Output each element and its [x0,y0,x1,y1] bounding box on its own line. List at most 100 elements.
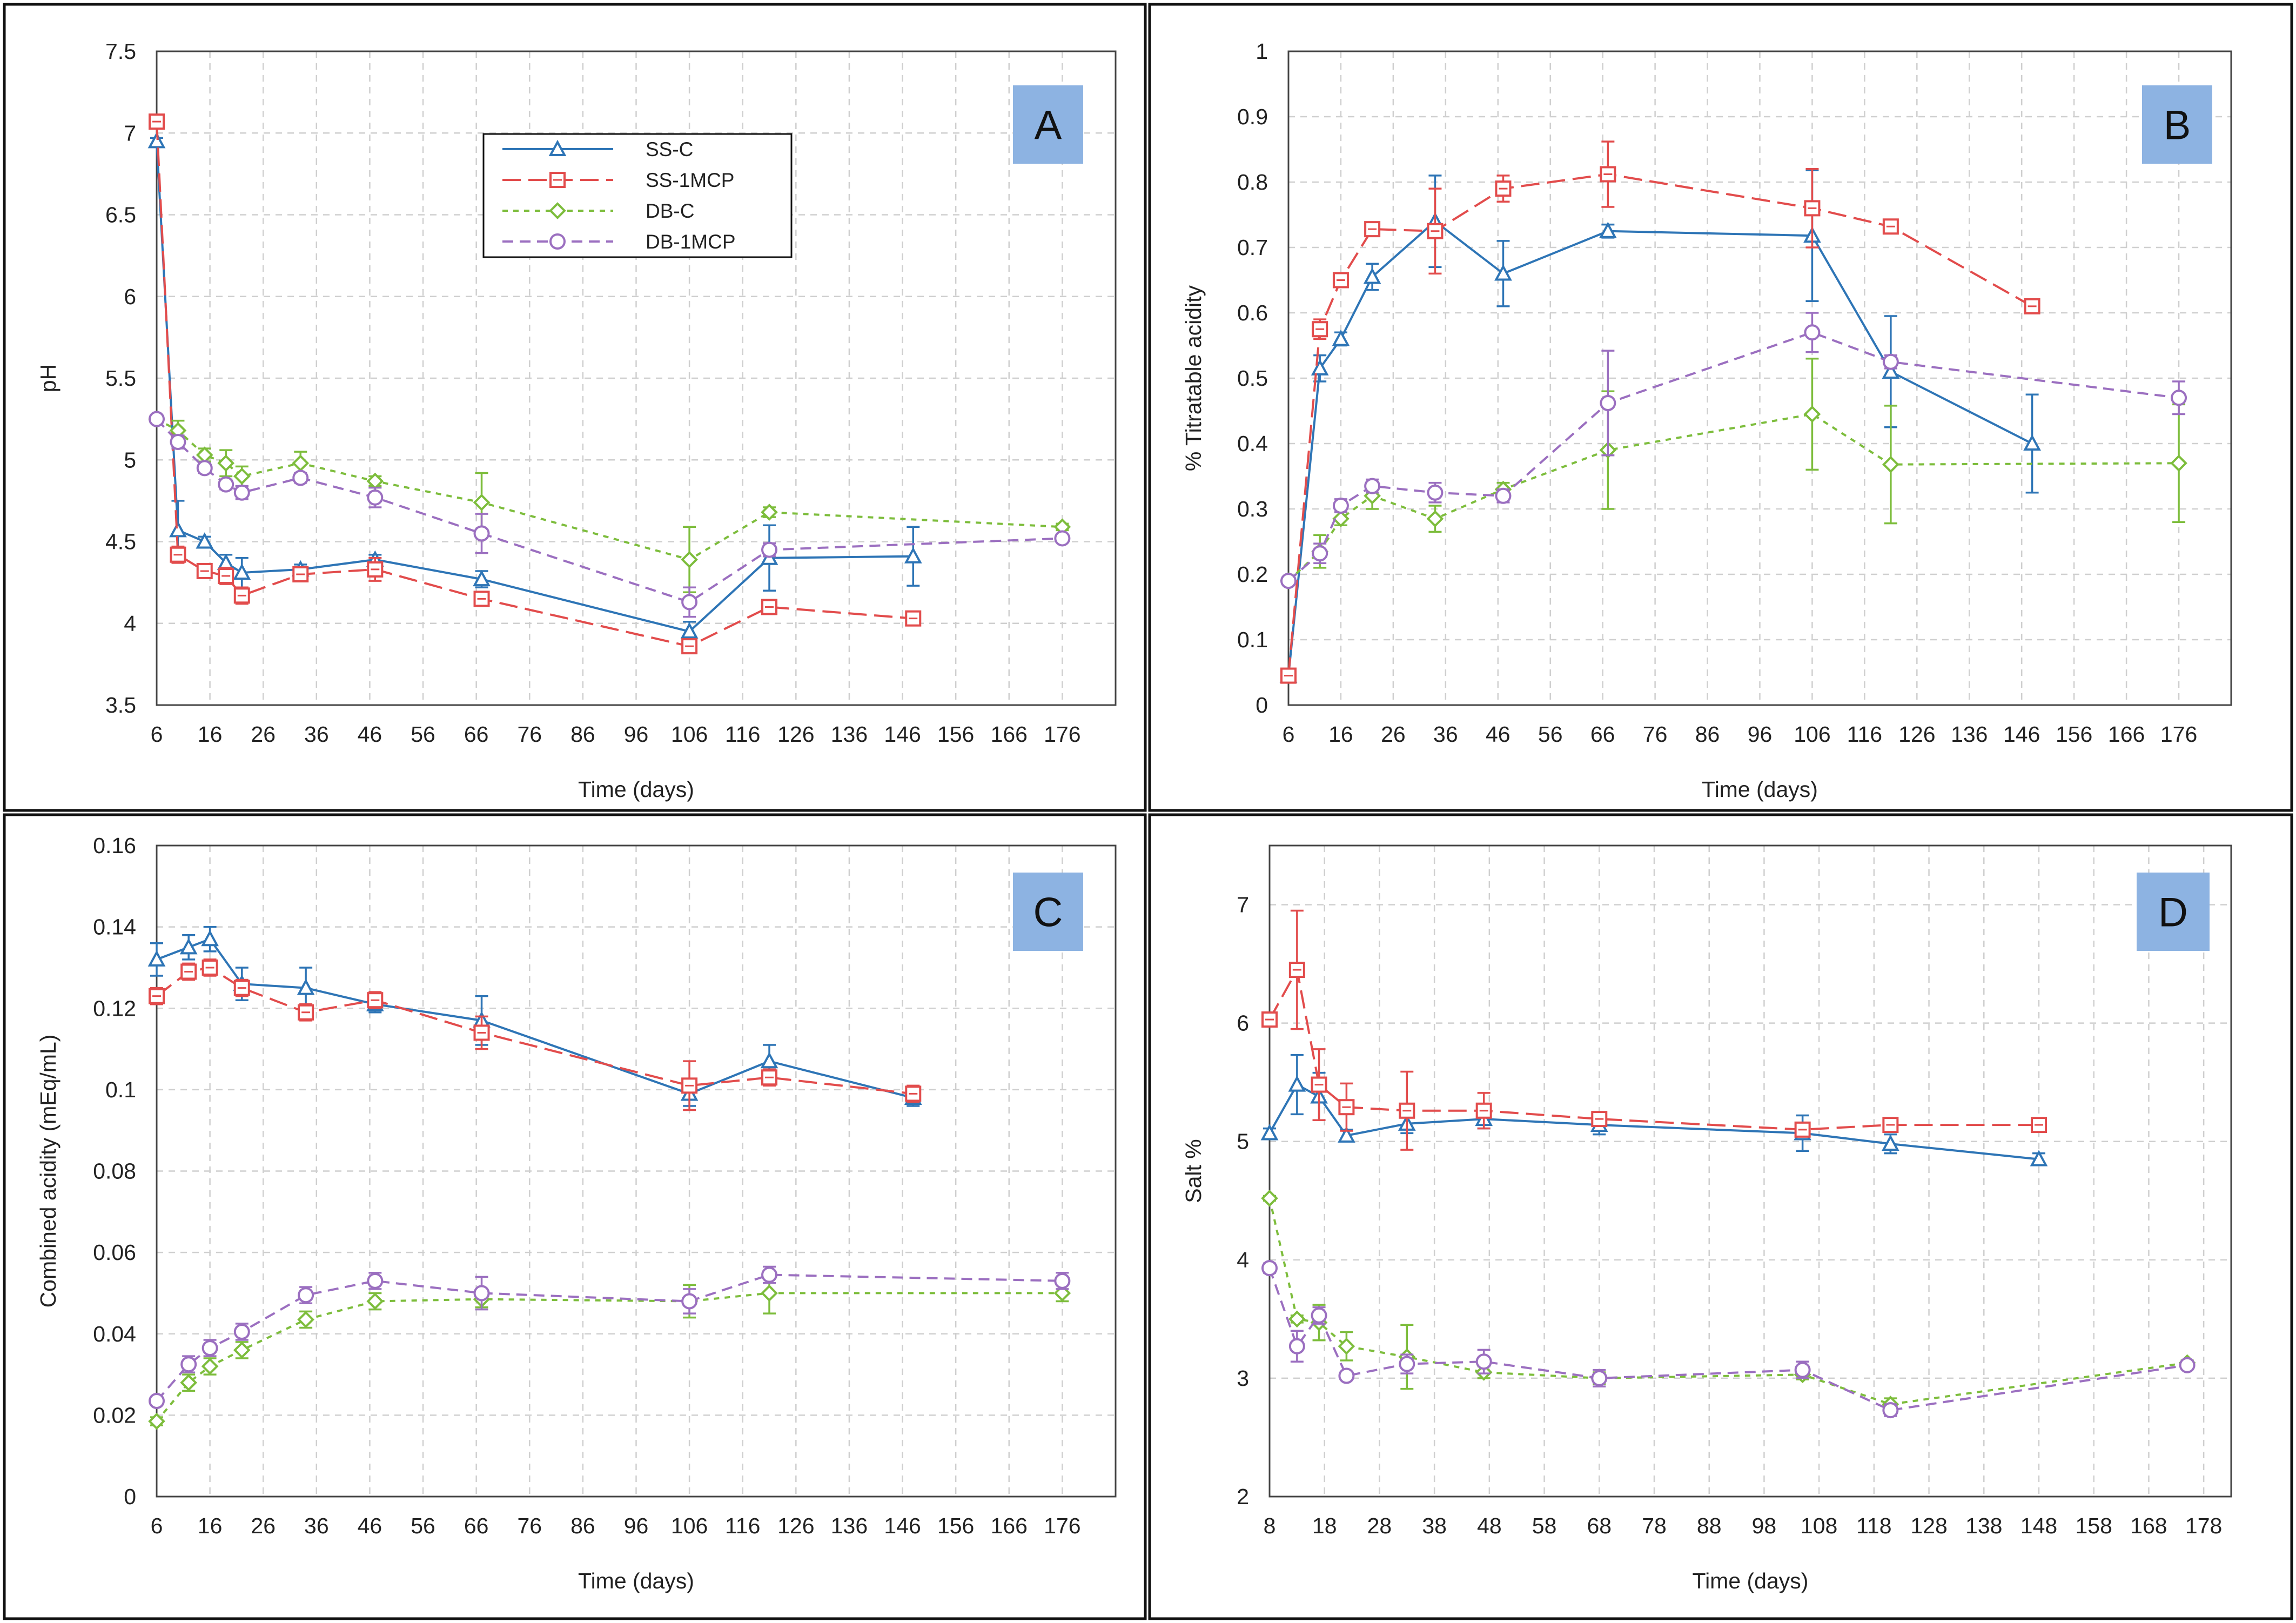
panel-c-plot-area [156,844,1117,1498]
panel-d-db-1mcp-point [2179,1357,2196,1373]
panel-c-ss-1mcp-line [156,966,914,1095]
panel-b-xtick-label: 56 [1538,722,1563,747]
panel-b-ss-c-point [1882,362,1900,379]
panel-d-db-1mcp-point [1261,1260,1278,1277]
panel-c-db-1mcp-point [298,1287,314,1304]
panel-a-ytick-label: 5.5 [105,366,136,391]
panel-c-xtick-label: 16 [198,1513,223,1538]
panel-b-xtick-label: 46 [1486,722,1510,747]
panel-c-frame [3,813,1147,1620]
panel-d-letter-box [2137,873,2210,951]
panel-c-db-1mcp-point [473,1285,490,1302]
panel-d-db-1mcp-point [1882,1402,1899,1419]
panel-c-letter: C [1033,890,1063,936]
panel-b-letter-box [2142,85,2212,164]
panel-a-db-1mcp-point [233,484,250,501]
legend-ss-1mcp-label: SS-1MCP [646,169,734,191]
panel-d-xtick-label: 8 [1264,1513,1276,1538]
panel-b-db-1mcp-point [1495,487,1512,504]
panel-c-db-1mcp-point [202,1340,218,1357]
panel-a-frame [3,3,1147,812]
panel-c-ss-c-point [147,950,166,967]
legend-db-c-label: DB-C [646,200,694,222]
panel-c-xtick-label: 116 [725,1513,760,1538]
panel-d-xtick-label: 108 [1801,1513,1837,1538]
panel-c-ss-1mcp-point [202,959,218,976]
panel-a-xtick-label: 86 [570,722,595,747]
panel-b-xtick-label: 26 [1381,722,1406,747]
panel-b-plot-area [1287,50,2232,706]
panel-a-xtick-label: 6 [151,722,163,747]
panel-b-ss-1mcp-point [1332,272,1349,289]
legend-ss-c-marker [548,139,567,157]
panel-d-y-axis-label: Salt % [1181,1139,1206,1203]
panel-a-ytick-label: 5 [124,447,136,472]
panel-a-ytick-label: 7 [124,120,136,145]
panel-a-ss-c-point [196,532,214,549]
panel-b-xtick-label: 176 [2160,722,2197,747]
panel-b-ytick-label: 0.7 [1237,235,1268,260]
panel-d-ss-1mcp-line [1268,967,2039,1131]
panel-c-db-c-point [148,1412,165,1430]
panel-c-ytick-label: 0.14 [93,915,136,940]
panel-a-xtick-label: 176 [1044,722,1080,747]
panel-a-xtick-label: 16 [198,722,223,747]
panel-c-xtick-label: 106 [671,1513,708,1538]
panel-a-series-ss-1mcp [149,113,922,655]
panel-c-xtick-label: 96 [624,1513,649,1538]
panel-a-db-c-point [761,504,778,521]
panel-d-ytick-label: 6 [1237,1011,1249,1036]
panel-d-xtick-label: 88 [1697,1513,1722,1538]
panel-a-db-c-point [473,494,491,511]
panel-b-ytick-label: 0.8 [1237,170,1268,195]
panel-b-db-1mcp-line [1287,331,2179,582]
panel-a-y-axis-label: pH [36,364,61,392]
panel-c-series-db-1mcp [149,1265,1071,1410]
panel-d-db-1mcp-point [1399,1356,1415,1372]
panel-d-xtick-label: 148 [2020,1513,2057,1538]
panel-b-db-1mcp-point [1804,324,1821,341]
legend-db-1mcp-label: DB-1MCP [646,231,736,253]
panel-a-xtick-label: 146 [884,722,921,747]
panel-b-ss-c-point [1332,330,1350,346]
panel-a-ss-c-point [233,563,251,580]
panel-c-ss-1mcp-point [298,1004,314,1021]
panel-b-ss-1mcp-point [2024,298,2040,314]
panel-c-db-1mcp-line [156,1273,1063,1402]
panel-a-xtick-label: 96 [624,722,649,747]
panel-d-xtick-label: 28 [1367,1513,1392,1538]
panel-a-db-1mcp-point [367,489,384,506]
panel-d-ss-c-point [1338,1126,1355,1143]
panel-a-plot-area [156,50,1117,706]
panel-d-db-1mcp-point [1794,1362,1811,1378]
legend-db-1mcp-marker [549,233,566,250]
panel-b-xtick-label: 66 [1590,722,1615,747]
panel-a-xtick-label: 36 [304,722,329,747]
panel-c-ytick-label: 0.12 [93,996,136,1021]
panel-d-ss-1mcp-point [1288,962,1305,978]
panel-c-letter-box [1013,873,1083,951]
panel-d-xtick-label: 138 [1965,1513,2002,1538]
panel-b-db-1mcp-point [1312,545,1328,562]
panel-c-ss-c-point [760,1051,778,1069]
panels-group: 3.544.555.566.577.56 16 26 36 46 56 66 76 86 96 10… [3,3,2293,1620]
panel-c-xtick-label: 146 [884,1513,921,1538]
panel-b-xtick-label: 86 [1695,722,1720,747]
panel-c-db-c-point [233,1342,251,1359]
panel-b-ss-c-line [1287,220,2033,676]
panel-b-db-c-point [1426,510,1444,527]
panel-b: 00.10.20.30.40.50.60.70.80.916 16 26 36 46 56… [1148,3,2293,812]
panel-a-db-1mcp-point [149,411,165,427]
panel-d-db-c-point [1338,1337,1355,1355]
panel-b-ss-c-point [1363,267,1381,284]
panel-d-plot-area [1268,844,2232,1498]
panel-a: 3.5 4 4.5 5 5.5 6 6.5 7 7.5 6 16 26 36 46 56 66 76 86 96 10… [3,3,1147,812]
panel-b-db-c-line [1287,413,2179,582]
panel-b-ss-1mcp-point [1312,321,1328,338]
panel-a-db-1mcp-point [761,541,778,558]
panel-a-xtick-label: 106 [671,722,708,747]
panel-c-db-c-point [201,1358,219,1375]
panel-c-ytick-label: 0.04 [93,1322,136,1346]
panel-b-ytick-label: 0.9 [1237,104,1268,129]
panel-b-db-1mcp-point [1280,573,1297,589]
